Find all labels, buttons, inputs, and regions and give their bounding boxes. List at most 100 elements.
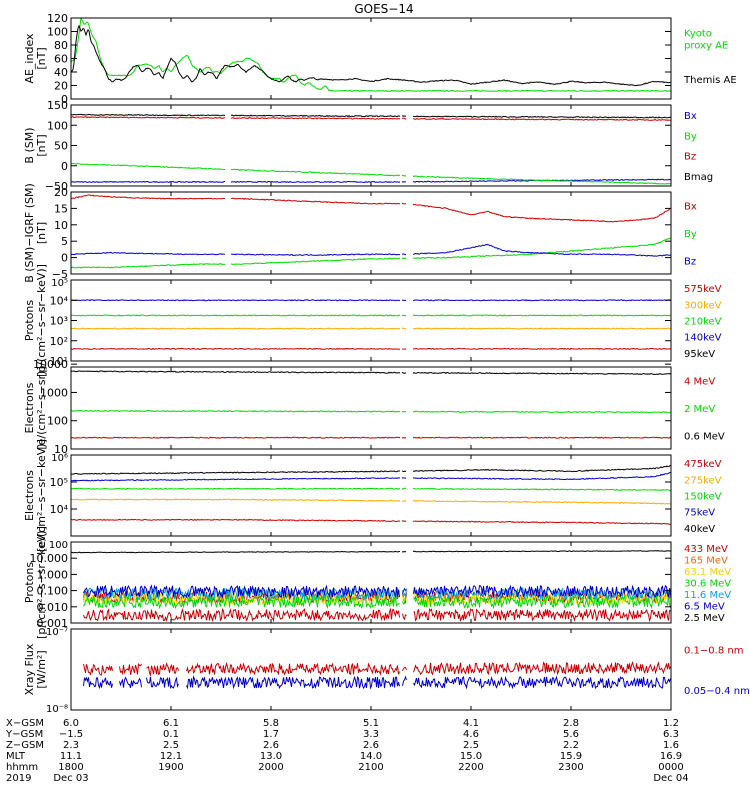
y-axis-label: [nT] (35, 134, 48, 156)
series-line-575kev (71, 276, 671, 277)
y-tick-label: 10⁵ (50, 476, 68, 489)
series-line-bx (71, 194, 671, 223)
y-tick-label: 120 (47, 12, 68, 25)
ephemeris-value: 2.5 (163, 740, 179, 751)
legend-label: 4 MeV (684, 377, 715, 388)
y-tick-label: 50 (54, 140, 68, 153)
ephemeris-value: 1.7 (263, 729, 279, 740)
y-axis-label: [e/(cm²−s−sr)] (35, 366, 48, 449)
y-axis-label: Electrons (23, 382, 36, 433)
y-tick-label-top: 10⁶ (51, 453, 68, 464)
y-tick-label: 10000 (33, 358, 68, 371)
series-line-150kev (71, 487, 671, 492)
panel-series-group (83, 660, 671, 690)
y-tick-label-bottom: 10⁻⁸ (46, 704, 68, 715)
legend-label: 140keV (684, 333, 722, 344)
panel-series-group (71, 113, 671, 185)
series-line-0-05-0-4-nm (83, 675, 671, 690)
y-tick-label: 10¹ (50, 355, 68, 368)
panel-4: 10⁴ 10³ 10² 10¹ 10⁵ Protons [p/(cm²−s−sr−keV)]… (23, 264, 722, 377)
legend-label: Themis AE (683, 75, 737, 86)
ephemeris-value: 2000 (258, 762, 283, 773)
legend-label: Bz (684, 256, 696, 267)
series-line-0-1-0-8-nm (83, 660, 671, 677)
legend-label: 30.6 MeV (684, 579, 731, 590)
ephemeris-value: 2.6 (363, 740, 379, 751)
legend-label: 300keV (684, 300, 722, 311)
legend-label: 433 MeV (684, 544, 728, 555)
legend-label: 165 MeV (684, 555, 728, 566)
ephemeris-value: 2.6 (263, 740, 279, 751)
ephemeris-value: 2100 (358, 762, 383, 773)
y-tick-label: 10.000 (30, 552, 69, 565)
ephemeris-value: 1.6 (663, 740, 679, 751)
ephemeris-value: 15.9 (560, 751, 582, 762)
y-axis-label: [nT] (35, 47, 48, 69)
y-tick-label: 20 (54, 186, 68, 199)
y-tick-label: 10 (54, 219, 68, 232)
y-tick-label: −50 (45, 180, 68, 193)
panel-8: 10⁻⁷ 10⁻⁸ Xray Flux [W/m²] 0.1−0.8 nm 0.05−0.… (23, 627, 750, 715)
y-axis-label: Protons (23, 300, 36, 341)
legend-label: Bx (684, 202, 697, 213)
legend-label: 150keV (684, 492, 722, 503)
y-tick-label: 10² (50, 335, 68, 348)
ephemeris-row-label: Y−GSM (5, 729, 43, 740)
panel-frame (70, 541, 672, 624)
y-tick-label: 10 (54, 443, 68, 456)
y-tick-label: 10⁴ (50, 503, 69, 516)
y-tick-label: 80 (54, 39, 68, 52)
series-line-40kev (71, 518, 671, 525)
ephemeris-axis: X−GSM 6.0 6.1 5.8 5.1 4.1 2.8 1.2 Y−GSM −1.5 0.1 1.… (5, 718, 689, 784)
y-axis-label: [W/m²] (35, 650, 48, 688)
y-axis-label: Xray Flux (23, 643, 36, 695)
ephemeris-value: 4.1 (463, 718, 479, 729)
ephemeris-value: 15.0 (460, 751, 482, 762)
y-axis-label: Protons (23, 562, 36, 603)
panel-frame (70, 454, 672, 537)
series-line-by (71, 162, 671, 185)
y-tick-label: 150 (47, 99, 68, 112)
legend-label: 63.1 MeV (684, 567, 731, 578)
legend-label: 575keV (684, 284, 722, 295)
series-line-210kev (71, 314, 671, 317)
legend-label: By (684, 229, 697, 240)
ephemeris-value: 1800 (58, 762, 83, 773)
y-axis-label: [p/(cm²−s−sr−keV)] (35, 526, 48, 639)
y-tick-label: 0 (61, 252, 68, 265)
series-line-2-mev (71, 409, 671, 414)
y-tick-label: 1000 (40, 386, 68, 399)
legend-label: 6.5 MeV (684, 602, 725, 613)
legend-label: 11.6 MeV (684, 590, 731, 601)
ephemeris-value: 16.9 (660, 751, 682, 762)
series-line-4-mev (71, 436, 671, 439)
series-line-by (71, 237, 671, 269)
series-line-themis-ae (71, 24, 671, 87)
series-line-275kev (71, 471, 671, 482)
series-line-6-5-mev (83, 584, 671, 599)
panel-series-group (71, 276, 671, 350)
panel-2: −50 0 50 100 150 B (SM) [nT] Bx By Bz Bmag (23, 99, 713, 193)
legend-label: Bz (684, 152, 696, 163)
legend-label: Bx (684, 111, 697, 122)
ephemeris-value: 6.3 (663, 729, 679, 740)
ephemeris-value: 12.1 (160, 751, 182, 762)
ephemeris-row-label: 2019 (6, 773, 31, 784)
series-line-475kev (71, 465, 671, 475)
ephemeris-value: 14.0 (360, 751, 382, 762)
legend-label: Bmag (684, 172, 713, 183)
y-tick-label: 0 (61, 160, 68, 173)
y-tick-label: 100 (47, 119, 68, 132)
y-tick-label: 0.010 (37, 601, 69, 614)
y-tick-label: 1.000 (37, 568, 69, 581)
series-line-433-mev (71, 550, 671, 554)
ephemeris-value: 3.3 (363, 729, 379, 740)
y-tick-label: 0.001 (37, 617, 69, 630)
y-axis-label: [nT] (35, 222, 48, 244)
panel-series-group (71, 194, 671, 269)
y-tick-label-top: 100 (49, 540, 68, 551)
ephemeris-value: 5.1 (363, 718, 379, 729)
